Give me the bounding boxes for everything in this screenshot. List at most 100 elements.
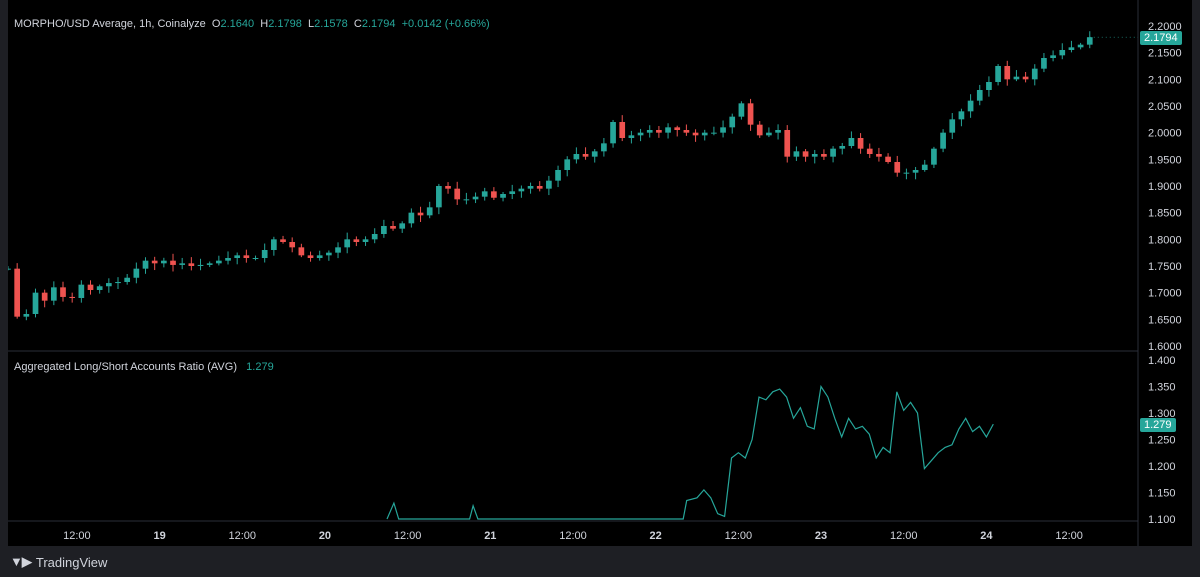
candle-body [555, 170, 561, 181]
candle-body [967, 100, 974, 112]
candle-body [766, 132, 772, 136]
candle-body [1004, 66, 1011, 80]
candle-body [280, 239, 286, 242]
candle-body [931, 148, 937, 165]
open-value: 2.1640 [220, 18, 255, 30]
candle-body [426, 207, 433, 216]
low-label: L [307, 18, 315, 30]
candle-body [683, 130, 690, 133]
candle-body [271, 239, 277, 250]
time-tick-label: 12:00 [725, 530, 753, 542]
candle-body [628, 135, 635, 138]
time-tick-label: 12:00 [229, 530, 257, 542]
price-tick-label: 1.7500 [1148, 261, 1182, 273]
candle-body [573, 154, 580, 160]
tradingview-brand[interactable]: ▼▶ TradingView [10, 554, 107, 570]
indicator-title[interactable]: Aggregated Long/Short Accounts Ratio (AV… [14, 361, 237, 373]
candle-body [564, 159, 571, 170]
ratio-tick-label: 1.350 [1148, 382, 1176, 394]
candle-body [417, 212, 424, 216]
candle-body [876, 154, 882, 157]
candle-body [353, 239, 360, 242]
candle-body [903, 172, 910, 174]
candle-body [1041, 58, 1047, 69]
price-tick-label: 2.1000 [1148, 74, 1182, 86]
candle-body [1031, 68, 1038, 80]
candle-body [866, 148, 873, 154]
candle-body [326, 252, 332, 256]
candle-body [1059, 50, 1066, 56]
candle-body [784, 130, 791, 157]
price-tick-label: 1.9000 [1148, 181, 1182, 193]
price-tick-label: 1.8000 [1148, 234, 1182, 246]
candle-body [1013, 76, 1020, 80]
last-price-tag: 2.1794 [1140, 31, 1182, 45]
candle-body [390, 226, 396, 229]
candle-body [637, 132, 644, 136]
symbol-title[interactable]: MORPHO/USD Average, 1h, Coinalyze [14, 18, 206, 30]
candle-body [472, 196, 479, 200]
candle-body [949, 119, 956, 133]
close-label: C [353, 18, 362, 30]
candle-body [289, 242, 296, 248]
candle-body [261, 250, 268, 258]
candle-body [481, 191, 488, 197]
candle-body [692, 132, 699, 136]
candle-body [14, 268, 21, 317]
right-border [1192, 0, 1200, 577]
time-tick-label: 22 [650, 530, 662, 542]
candle-body [912, 170, 919, 173]
price-tick-label: 1.8500 [1148, 208, 1182, 220]
indicator-value: 1.279 [246, 361, 274, 373]
time-tick-label: 12:00 [890, 530, 918, 542]
candle-body [362, 239, 369, 242]
candle-body [206, 263, 213, 265]
candle-body [225, 258, 231, 261]
candle-body [711, 132, 717, 134]
time-tick-label: 12:00 [559, 530, 587, 542]
price-tick-label: 1.6500 [1148, 314, 1182, 326]
candle-body [674, 127, 681, 130]
time-tick-label: 12:00 [1055, 530, 1083, 542]
low-value: 2.1578 [314, 18, 348, 30]
candle-body [445, 186, 451, 189]
price-tick-label: 2.1500 [1148, 48, 1182, 60]
open-label: O [211, 18, 221, 30]
candle-body [646, 130, 653, 133]
price-tick-label: 2.0500 [1148, 101, 1182, 113]
candle-body [335, 247, 341, 253]
ratio-tick-label: 1.100 [1148, 514, 1176, 526]
time-tick-label: 20 [319, 530, 331, 542]
candle-body [509, 191, 516, 194]
candle-body [729, 116, 736, 128]
candle-body [619, 122, 626, 138]
candle-body [124, 277, 131, 282]
candle-body [197, 264, 204, 266]
left-border [0, 0, 8, 577]
price-tick-label: 1.7000 [1148, 288, 1182, 300]
candle-body [894, 162, 901, 173]
candle-body [546, 180, 552, 189]
ratio-tick-label: 1.150 [1148, 488, 1176, 500]
candle-body [582, 154, 589, 157]
candle-body [601, 143, 607, 152]
bottom-bar [0, 546, 1200, 577]
candle-body [1050, 55, 1056, 58]
high-value: 2.1798 [268, 18, 302, 30]
candle-body [830, 148, 836, 157]
change-value: +0.0142 (+0.66%) [401, 18, 490, 30]
candle-body [986, 82, 992, 90]
candle-body [940, 132, 946, 149]
time-tick-label: 19 [153, 530, 165, 542]
candle-body [885, 156, 891, 162]
candle-body [151, 260, 158, 264]
ratio-tick-label: 1.300 [1148, 408, 1176, 420]
candle-body [720, 127, 726, 133]
candle-body [316, 255, 323, 258]
candle-body [454, 188, 461, 200]
candle-body [234, 255, 241, 258]
candle-body [921, 164, 928, 170]
candle-body [821, 154, 827, 157]
candle-body [591, 151, 598, 157]
